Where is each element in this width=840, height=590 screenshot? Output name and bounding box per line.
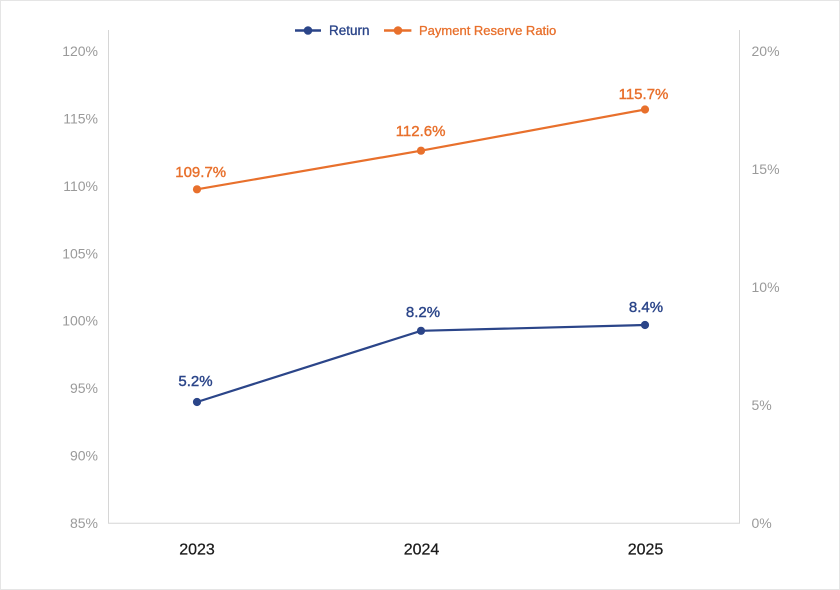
svg-text:5.2%: 5.2% [178,373,212,390]
svg-text:100%: 100% [62,313,98,329]
svg-text:115.7%: 115.7% [619,86,669,103]
svg-text:90%: 90% [70,448,98,464]
svg-text:20%: 20% [752,43,780,59]
svg-text:Return: Return [329,23,370,38]
svg-text:2023: 2023 [179,542,215,559]
svg-text:95%: 95% [70,380,98,396]
svg-text:0%: 0% [752,515,772,531]
svg-text:85%: 85% [70,515,98,531]
svg-text:Payment Reserve Ratio: Payment Reserve Ratio [419,23,556,38]
svg-text:8.4%: 8.4% [629,299,663,316]
svg-text:5%: 5% [752,397,772,413]
svg-text:10%: 10% [752,279,780,295]
svg-text:2024: 2024 [404,542,440,559]
svg-text:110%: 110% [63,178,98,194]
svg-text:109.7%: 109.7% [175,164,226,181]
svg-text:112.6%: 112.6% [396,123,446,140]
svg-text:115%: 115% [63,110,98,126]
svg-text:105%: 105% [62,245,98,261]
svg-text:2025: 2025 [628,542,664,559]
svg-text:15%: 15% [752,161,780,177]
svg-text:8.2%: 8.2% [406,304,440,321]
svg-text:120%: 120% [62,43,98,59]
